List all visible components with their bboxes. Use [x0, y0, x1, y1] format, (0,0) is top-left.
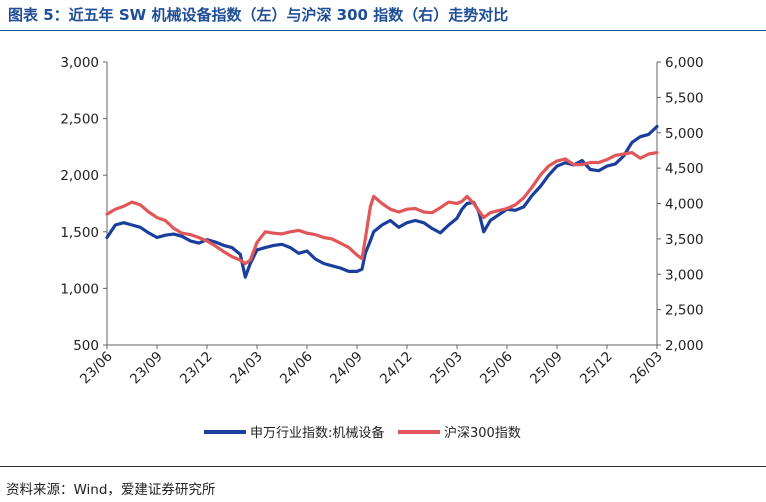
y-right-tick-label: 2,000	[665, 338, 704, 354]
y-right-tick-label: 4,000	[665, 197, 704, 213]
x-tick-label: 24/03	[227, 349, 266, 388]
y-right-tick-label: 3,000	[665, 267, 704, 283]
y-left-tick-label: 1,000	[60, 281, 99, 297]
chart-title: 图表 5：近五年 SW 机械设备指数（左）与沪深 300 指数（右）走势对比	[8, 6, 509, 24]
y-left-tick-label: 2,000	[60, 168, 99, 184]
y-right-tick-label: 5,000	[665, 126, 704, 142]
y-left-tick-label: 500	[73, 338, 99, 354]
y-left-tick-label: 2,500	[60, 112, 99, 128]
source-note: 资料来源：Wind，爱建证券研究所	[6, 482, 216, 498]
series-line-csi300	[105, 151, 659, 266]
x-tick-label: 24/06	[277, 349, 316, 388]
y-right-tick-label: 2,500	[665, 303, 704, 319]
x-tick-label: 23/09	[127, 349, 166, 388]
series-lines	[105, 124, 659, 279]
x-tick-label: 24/09	[327, 349, 366, 388]
y-right-tick-label: 5,500	[665, 90, 704, 106]
x-tick-label: 25/06	[477, 349, 516, 388]
legend: 申万行业指数:机械设备 沪深300指数	[204, 425, 521, 441]
y-right-tick-labels: 2,000 2,500 3,000 3,500 4,000 4,500 5,000 5,500…	[665, 55, 704, 354]
title-divider	[0, 30, 766, 31]
y-left-tick-labels: 500 1,000 1,500 2,000 2,500 3,000	[60, 55, 99, 354]
legend-item-machinery-label: 申万行业指数:机械设备	[250, 425, 384, 441]
legend-item-csi300-label: 沪深300指数	[444, 425, 521, 441]
x-tick-label: 25/03	[427, 349, 466, 388]
footer-divider	[0, 466, 766, 467]
x-tick-label: 25/12	[577, 349, 616, 388]
x-tick-labels: 23/06 23/09 23/12 24/03 24/06 24/09 24/12 25/03…	[77, 349, 666, 388]
y-right-tick-label: 6,000	[665, 55, 704, 71]
y-right-tick-label: 3,500	[665, 232, 704, 248]
x-tick-label: 25/09	[527, 349, 566, 388]
x-tick-label: 24/12	[377, 349, 416, 388]
x-tick-label: 23/12	[177, 349, 216, 388]
axes	[103, 61, 661, 349]
y-left-tick-label: 1,500	[60, 225, 99, 241]
y-left-tick-label: 3,000	[60, 55, 99, 71]
y-right-tick-label: 4,500	[665, 161, 704, 177]
chart-canvas: 500 1,000 1,500 2,000 2,500 3,000 2,000 2,500 3…	[60, 55, 704, 441]
x-tick-label: 26/03	[627, 349, 666, 388]
x-tick-label: 23/06	[77, 349, 116, 388]
